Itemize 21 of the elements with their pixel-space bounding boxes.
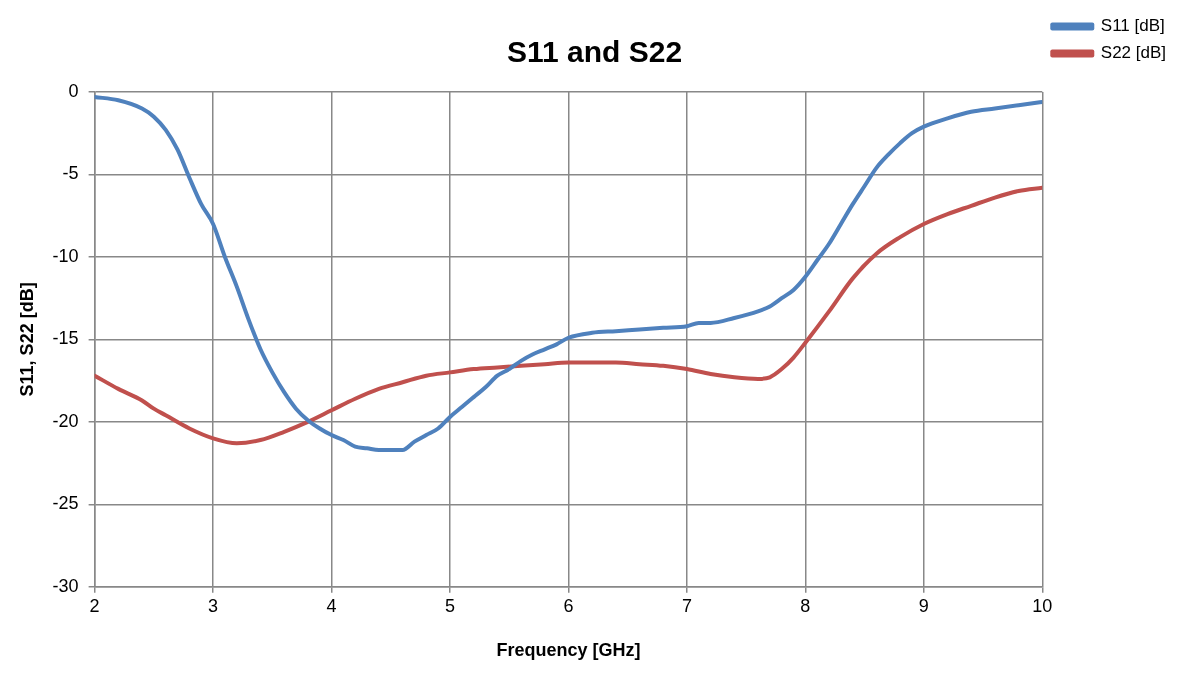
legend-label: S22 [dB]	[1100, 43, 1167, 63]
x-tick-label: 6	[563, 595, 574, 616]
y-tick-label: -10	[52, 245, 79, 266]
y-tick-label: -5	[62, 163, 79, 184]
x-tick-label: 3	[208, 595, 219, 616]
x-axis-title: Frequency [GHz]	[496, 640, 641, 661]
y-tick-label: -15	[52, 328, 79, 349]
legend-label: S11 [dB]	[1100, 16, 1165, 36]
chart-title: S11 and S22	[506, 35, 683, 69]
x-tick-label: 5	[444, 595, 455, 616]
y-axis-title: S11, S22 [dB]	[16, 282, 37, 397]
y-tick-label: -30	[52, 575, 79, 596]
y-tick-label: 0	[68, 80, 79, 101]
x-tick-label: 2	[89, 595, 100, 616]
x-tick-label: 8	[800, 595, 811, 616]
x-tick-label: 4	[326, 595, 337, 616]
y-tick-label: -25	[52, 493, 79, 514]
x-tick-label: 9	[918, 595, 929, 616]
x-tick-label: 7	[681, 595, 692, 616]
y-tick-label: -20	[52, 410, 79, 431]
x-tick-label: 10	[1032, 595, 1053, 616]
